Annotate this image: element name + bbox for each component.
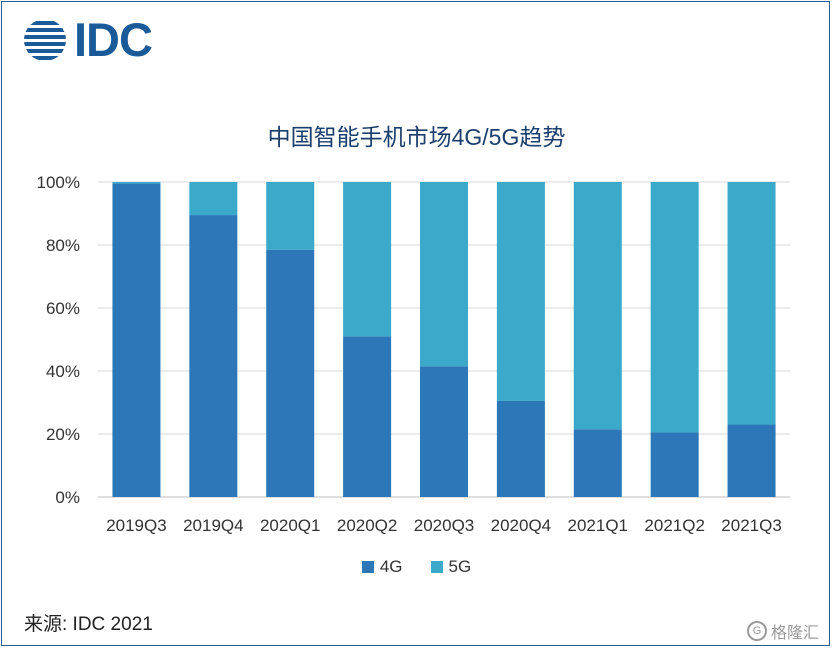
bar-5g-2019q3 — [112, 182, 161, 184]
axis-labels: 0% 20% 40% 60% 80% 100% 2019Q3 2019Q4 2020Q1 2020… — [37, 173, 782, 535]
bar-5g-2020q1 — [266, 182, 315, 250]
y-tick-label: 40% — [46, 362, 80, 381]
x-tick-label: 2019Q3 — [106, 516, 167, 535]
bar-5g-2021q3 — [727, 182, 776, 425]
bar-5g-2020q3 — [420, 182, 468, 367]
x-tick-label: 2019Q4 — [183, 516, 244, 535]
bar-4g-2020q3 — [420, 366, 468, 497]
y-tick-label: 20% — [46, 425, 80, 444]
bar-5g-2021q1 — [573, 182, 622, 430]
bar-4g-2021q1 — [573, 429, 622, 497]
idc-logo: IDC — [22, 13, 153, 66]
bar-4g-2020q2 — [343, 336, 392, 497]
bar-4g-2021q2 — [650, 432, 699, 497]
source-note: 来源: IDC 2021 — [24, 614, 153, 635]
legend-swatch-5g — [430, 561, 443, 573]
watermark: G 格隆汇 — [746, 619, 819, 643]
bar-5g-2020q2 — [343, 182, 392, 337]
stacked-bar-chart: 0% 20% 40% 60% 80% 100% 2019Q3 2019Q4 2020Q1 2020… — [37, 173, 790, 535]
legend-swatch-4g — [361, 561, 374, 573]
y-tick-label: 80% — [46, 236, 80, 255]
legend-label-5g: 5G — [448, 557, 472, 576]
logo-text: IDC — [74, 13, 153, 66]
bar-4g-2021q3 — [727, 424, 776, 497]
legend-item-4g: 4G — [361, 557, 403, 577]
x-tick-label: 2020Q1 — [260, 516, 321, 535]
legend-item-5g: 5G — [430, 557, 472, 577]
watermark-logo-icon: G — [746, 621, 767, 641]
x-tick-label: 2021Q3 — [721, 516, 782, 535]
x-tick-label: 2021Q2 — [644, 516, 705, 535]
bar-5g-2019q4 — [189, 182, 238, 216]
watermark-text: 格隆汇 — [770, 625, 819, 642]
bars — [112, 182, 776, 497]
bar-4g-2019q3 — [112, 183, 161, 497]
bar-4g-2020q1 — [266, 249, 315, 497]
y-tick-label: 100% — [37, 173, 80, 192]
x-tick-label: 2020Q4 — [491, 516, 552, 535]
x-tick-label: 2021Q1 — [568, 516, 629, 535]
bar-5g-2020q4 — [496, 182, 545, 401]
bar-4g-2019q4 — [189, 215, 238, 497]
x-tick-label: 2020Q3 — [414, 516, 475, 535]
legend-label-4g: 4G — [379, 557, 403, 576]
x-tick-label: 2020Q2 — [337, 516, 398, 535]
chart-title: 中国智能手机市场4G/5G趋势 — [267, 124, 566, 150]
y-tick-label: 60% — [46, 299, 80, 318]
legend: 4G 5G — [0, 557, 833, 577]
y-tick-label: 0% — [55, 488, 80, 507]
globe-icon — [24, 21, 66, 60]
bar-5g-2021q2 — [650, 182, 699, 433]
bar-4g-2020q4 — [496, 400, 545, 497]
